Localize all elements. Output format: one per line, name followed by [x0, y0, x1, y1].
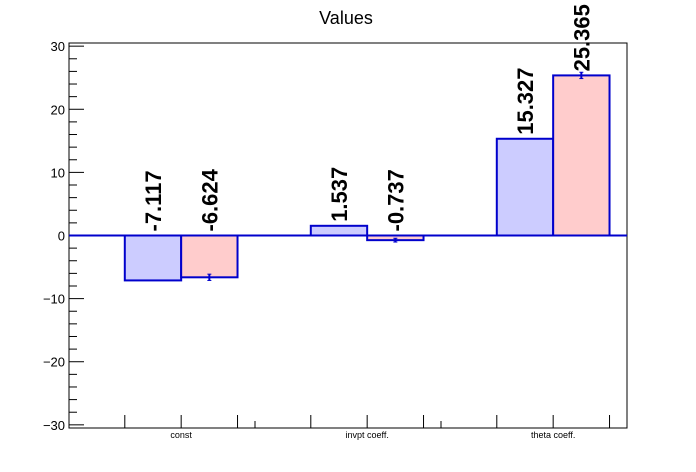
data-label: 25.365 — [569, 4, 594, 71]
y-tick-label: 10 — [51, 165, 65, 180]
x-category-label: theta coeff. — [531, 430, 575, 440]
bar — [180, 234, 239, 279]
data-label: -0.737 — [383, 169, 408, 231]
data-label: 15.327 — [513, 67, 538, 134]
data-label: -7.117 — [141, 170, 166, 231]
chart-title: Values — [319, 8, 373, 28]
y-tick-label: 30 — [51, 39, 65, 54]
data-label: 1.537 — [327, 167, 352, 222]
data-label: -6.624 — [197, 168, 222, 231]
y-tick-label: −10 — [43, 292, 65, 307]
bar — [552, 74, 611, 237]
y-tick-label: 20 — [51, 102, 65, 117]
x-category-label: const — [170, 430, 192, 440]
bar — [123, 234, 183, 282]
bar — [495, 137, 555, 237]
bar — [309, 224, 369, 237]
y-tick-label: −30 — [43, 418, 65, 433]
x-category-label: invpt coeff. — [345, 430, 388, 440]
y-tick-label: −20 — [43, 355, 65, 370]
plot-area: −30 −20 −10 0 10 20 30 const invpt coeff. theta c… — [43, 4, 628, 440]
y-tick-label: 0 — [58, 229, 65, 244]
